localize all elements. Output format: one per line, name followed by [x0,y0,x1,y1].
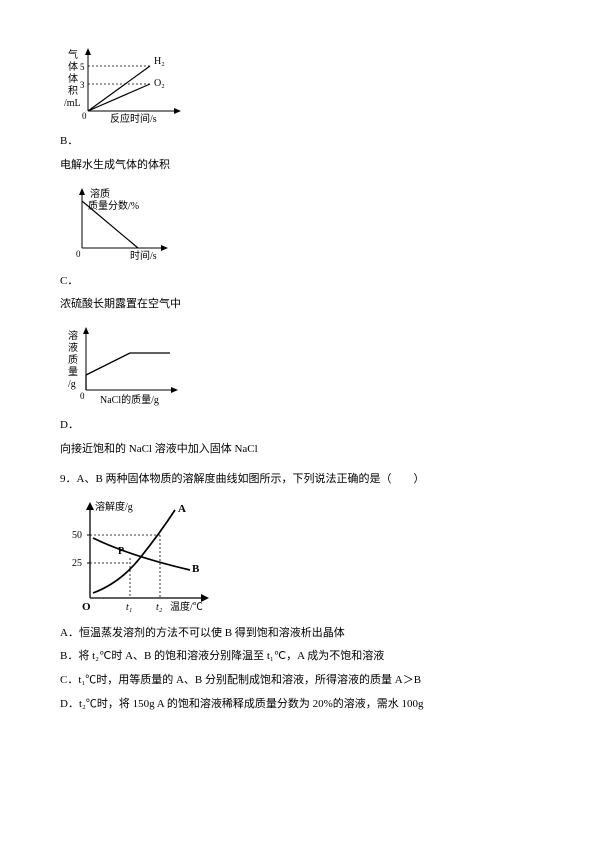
svg-text:溶质: 溶质 [90,187,110,200]
chart-c-caption: 浓硫酸长期露置在空气中 [60,295,535,315]
option-marker-b: B． [60,132,535,152]
chart-d-figure: 溶 液 质 量 /g 0 NaCl的质量/g [60,325,535,410]
svg-text:溶: 溶 [68,329,78,342]
svg-text:t₁: t₁ [126,602,132,613]
q9-stem: 9．A、B 两种固体物质的溶解度曲线如图所示，下列说法正确的是（ ） [60,470,535,490]
svg-text:A: A [178,503,186,515]
svg-text:t₂: t₂ [156,602,163,613]
svg-text:气: 气 [68,48,78,61]
svg-text:溶解度/g: 溶解度/g [95,500,133,513]
svg-text:O₂: O₂ [154,78,165,89]
chart-c-figure: 溶质 质量分数/% 0 时间/s [60,186,535,266]
svg-text:H₂: H₂ [154,56,165,67]
svg-text:质量分数/%: 质量分数/% [88,199,139,212]
q9-option-d: D．t₂℃时，将 150g A 的饱和溶液稀释成质量分数为 20%的溶液，需水 … [60,695,535,715]
svg-text:反应时间/s: 反应时间/s [110,112,157,125]
svg-text:NaCl的质量/g: NaCl的质量/g [100,393,159,406]
svg-text:0: 0 [82,111,87,121]
chart-d-caption: 向接近饱和的 NaCl 溶液中加入固体 NaCl [60,440,535,460]
svg-text:P: P [118,546,124,557]
svg-text:体: 体 [68,73,78,85]
svg-text:/g: /g [68,379,76,390]
svg-text:5: 5 [80,62,85,72]
svg-text:质: 质 [68,354,78,366]
option-marker-c: C． [60,272,535,292]
option-marker-d: D． [60,416,535,436]
q9-chart: 溶解度/g 50 25 A B P O t₁ t₂ 温度/℃ [60,498,535,618]
svg-text:液: 液 [68,341,78,354]
svg-text:体: 体 [68,61,78,73]
q9-option-b: B．将 t₂℃时 A、B 的饱和溶液分别降温至 t₁℃，A 成为不饱和溶液 [60,647,535,667]
q9-option-a: A．恒温蒸发溶剂的方法不可以使 B 得到饱和溶液析出晶体 [60,624,535,644]
q9-option-c: C．t₁℃时，用等质量的 A、B 分别配制成饱和溶液，所得溶液的质量 A＞B [60,671,535,691]
chart-b-caption: 电解水生成气体的体积 [60,156,535,176]
svg-text:时间/s: 时间/s [130,249,157,262]
svg-text:0: 0 [80,391,85,401]
svg-text:/mL: /mL [64,98,81,109]
svg-text:积: 积 [68,85,78,97]
chart-b-figure: 气 体 体 积 /mL 5 3 H₂ O₂ 0 反应时间/s [60,46,535,126]
svg-text:25: 25 [72,558,82,569]
svg-text:温度/℃: 温度/℃ [170,600,203,613]
svg-text:0: 0 [76,249,81,259]
svg-text:50: 50 [72,530,82,541]
svg-text:O: O [82,601,91,613]
svg-text:3: 3 [80,80,85,90]
svg-text:量: 量 [68,366,78,378]
svg-text:B: B [192,563,200,575]
